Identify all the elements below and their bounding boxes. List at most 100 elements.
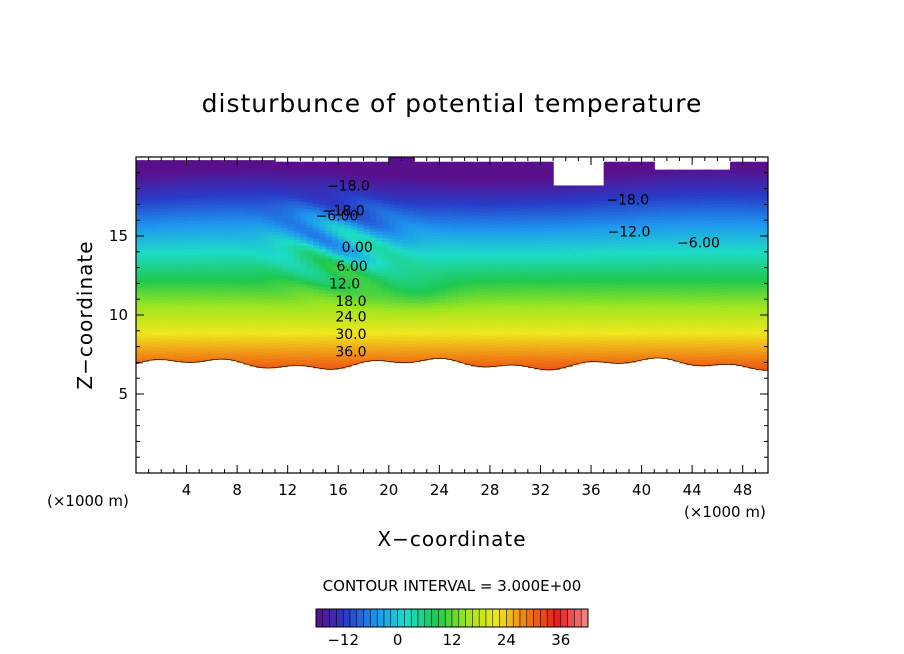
field-cell bbox=[237, 166, 245, 171]
field-cell bbox=[136, 306, 143, 310]
field-cell bbox=[540, 290, 548, 295]
field-cell bbox=[584, 229, 592, 233]
field-cell bbox=[256, 332, 263, 337]
field-cell bbox=[281, 205, 289, 210]
field-cell bbox=[496, 261, 504, 266]
field-cell bbox=[527, 351, 535, 356]
field-cell bbox=[603, 299, 611, 304]
field-cell bbox=[414, 209, 421, 214]
field-cell bbox=[281, 315, 289, 320]
field-cell bbox=[167, 350, 175, 355]
field-cell bbox=[237, 343, 245, 347]
field-cell bbox=[616, 221, 624, 225]
field-cell bbox=[249, 286, 257, 291]
field-cell bbox=[597, 191, 605, 195]
field-cell bbox=[136, 195, 143, 200]
field-cell bbox=[572, 282, 579, 286]
field-cell bbox=[628, 324, 636, 328]
field-cell bbox=[180, 245, 188, 249]
field-cell bbox=[401, 220, 409, 225]
field-cell bbox=[622, 331, 630, 336]
field-cell bbox=[559, 352, 567, 356]
field-cell bbox=[521, 167, 529, 171]
field-cell bbox=[161, 337, 169, 342]
field-cell bbox=[565, 230, 573, 235]
field-cell bbox=[192, 311, 200, 316]
field-cell bbox=[237, 163, 245, 167]
field-cell bbox=[553, 220, 561, 225]
field-cell bbox=[483, 287, 491, 292]
field-cell bbox=[597, 352, 605, 357]
field-cell bbox=[464, 294, 472, 299]
field-cell bbox=[395, 261, 403, 266]
field-cell bbox=[420, 338, 428, 342]
field-cell bbox=[414, 345, 421, 350]
field-cell bbox=[489, 284, 497, 289]
field-cell bbox=[136, 176, 143, 181]
field-cell bbox=[192, 270, 200, 275]
field-cell bbox=[622, 347, 630, 351]
field-cell bbox=[540, 249, 548, 254]
field-cell bbox=[186, 223, 194, 228]
field-cell bbox=[483, 300, 491, 305]
field-cell bbox=[199, 244, 207, 249]
field-cell bbox=[407, 356, 415, 360]
field-cell bbox=[262, 279, 270, 284]
field-cell bbox=[312, 260, 320, 265]
field-cell bbox=[148, 211, 156, 216]
field-cell bbox=[230, 180, 238, 185]
field-cell bbox=[262, 301, 270, 306]
field-cell bbox=[477, 278, 485, 283]
field-cell bbox=[262, 181, 270, 186]
field-cell bbox=[489, 246, 497, 251]
field-cell bbox=[142, 263, 150, 268]
field-cell bbox=[136, 359, 143, 364]
field-cell bbox=[414, 295, 421, 299]
field-cell bbox=[363, 250, 371, 255]
field-cell bbox=[433, 168, 440, 173]
field-cell bbox=[142, 260, 150, 264]
field-cell bbox=[262, 270, 270, 274]
field-cell bbox=[603, 289, 611, 294]
field-cell bbox=[477, 196, 485, 200]
field-cell bbox=[603, 277, 611, 281]
field-cell bbox=[268, 209, 276, 214]
field-cell bbox=[597, 358, 605, 363]
field-cell bbox=[338, 200, 346, 205]
field-cell bbox=[420, 287, 428, 292]
field-cell bbox=[224, 182, 232, 187]
field-cell bbox=[275, 237, 282, 242]
field-cell bbox=[572, 329, 579, 334]
field-cell bbox=[565, 186, 573, 190]
field-cell bbox=[420, 357, 428, 361]
field-cell bbox=[439, 247, 447, 252]
field-cell bbox=[584, 185, 592, 189]
field-cell bbox=[154, 318, 162, 323]
field-cell bbox=[230, 294, 238, 298]
field-cell bbox=[439, 336, 447, 341]
field-cell bbox=[230, 313, 238, 317]
field-cell bbox=[515, 264, 523, 268]
field-cell bbox=[281, 337, 289, 342]
field-cell bbox=[237, 197, 245, 202]
field-cell bbox=[331, 249, 339, 253]
field-cell bbox=[489, 265, 497, 270]
field-cell bbox=[477, 249, 485, 254]
field-cell bbox=[572, 215, 579, 220]
field-cell bbox=[426, 163, 434, 168]
field-cell bbox=[369, 259, 377, 264]
field-cell bbox=[515, 194, 523, 199]
field-cell bbox=[433, 194, 440, 198]
field-cell bbox=[192, 245, 200, 249]
field-cell bbox=[414, 257, 421, 261]
field-cell bbox=[414, 285, 421, 290]
field-cell bbox=[584, 273, 592, 278]
field-cell bbox=[559, 213, 567, 217]
field-cell bbox=[483, 306, 491, 311]
field-cell bbox=[312, 295, 320, 299]
field-cell bbox=[603, 343, 611, 348]
field-cell bbox=[407, 160, 415, 164]
field-cell bbox=[426, 280, 434, 284]
field-cell bbox=[186, 356, 194, 360]
field-cell bbox=[218, 254, 226, 259]
